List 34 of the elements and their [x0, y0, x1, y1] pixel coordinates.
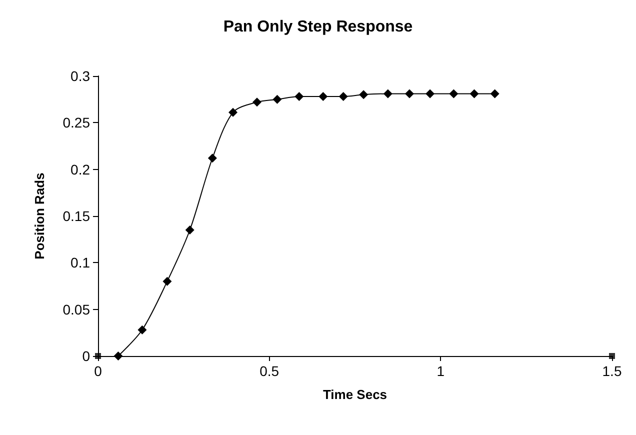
x-axis-title: Time Secs	[322, 387, 388, 402]
x-tick-label: 0	[94, 363, 102, 379]
point	[609, 353, 615, 359]
chart-title: Pan Only Step Response	[223, 18, 413, 36]
point	[114, 352, 123, 360]
y-axis-title: Position Rads	[32, 172, 47, 260]
point	[208, 154, 217, 163]
point	[490, 89, 500, 98]
y-tick-label: 0.3	[70, 68, 90, 84]
point	[252, 98, 262, 107]
y-tick-label: 0.05	[62, 301, 90, 318]
y-tick-label: 0	[82, 348, 90, 364]
y-tick-label: 0.15	[62, 208, 90, 224]
y-tick-label: 0.1	[70, 254, 90, 271]
point	[426, 89, 435, 98]
point	[294, 92, 304, 102]
point	[228, 108, 238, 117]
x-tick-label: 1	[436, 363, 445, 379]
point	[162, 276, 172, 286]
point	[404, 89, 414, 98]
point	[95, 353, 101, 359]
point	[383, 89, 392, 98]
point	[272, 94, 282, 104]
point	[359, 90, 368, 100]
point	[185, 226, 194, 234]
x-tick-label: 0.5	[260, 363, 280, 379]
y-tick-label: 0.2	[70, 161, 90, 178]
x-tick-label: 1.5	[602, 363, 622, 379]
point	[338, 92, 348, 102]
point	[318, 92, 328, 102]
point	[449, 89, 458, 98]
point	[470, 89, 479, 98]
point	[138, 325, 147, 334]
y-tick-label: 0.25	[62, 114, 90, 131]
